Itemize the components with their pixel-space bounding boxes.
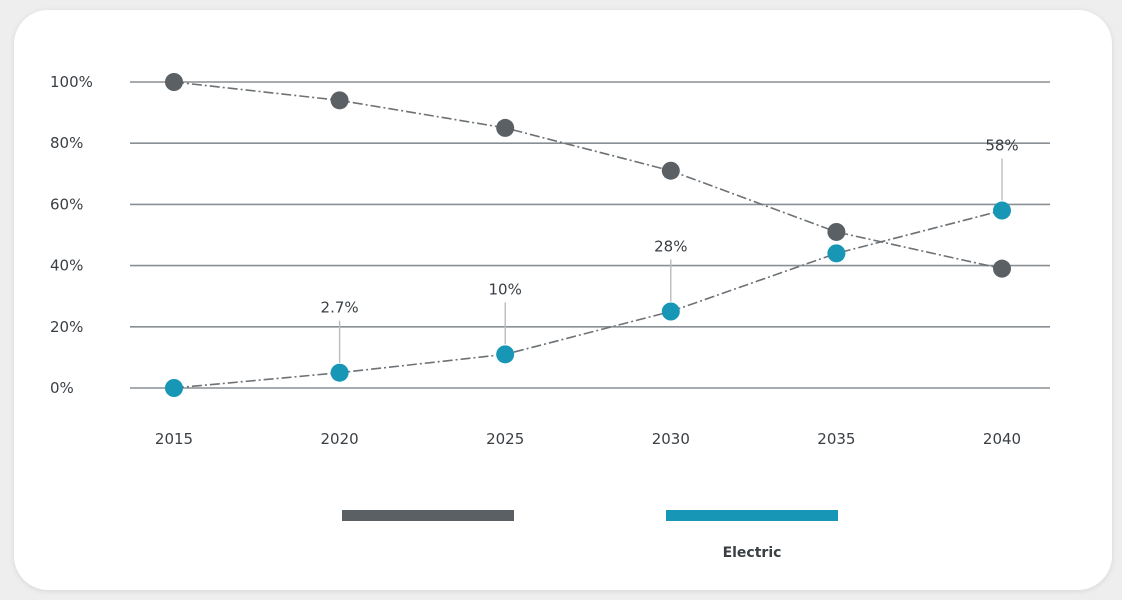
data-labels: 2.7% 10% 28% 58% (321, 137, 1019, 317)
data-label: 10% (489, 280, 522, 298)
legend: Electric (342, 510, 838, 561)
data-label: 28% (654, 238, 687, 256)
legend-label: Electric (723, 545, 782, 561)
series-line (173, 81, 1003, 270)
data-point (993, 201, 1011, 220)
label-leaders (338, 158, 1003, 363)
data-point (827, 222, 846, 241)
data-point (827, 244, 846, 263)
chart-card: 0% 20% 40% 60% 80% 100% 2015 2020 2025 2030 2035 2… (14, 10, 1112, 590)
legend-swatch (666, 510, 838, 521)
x-tick-label: 2025 (486, 430, 524, 448)
y-tick-label: 0% (50, 379, 74, 397)
data-label: 2.7% (321, 299, 359, 317)
y-tick-label: 20% (50, 318, 83, 336)
data-point (165, 379, 183, 397)
data-point (330, 91, 349, 110)
data-point (661, 161, 680, 180)
series-points (165, 73, 1011, 397)
data-point (496, 345, 515, 364)
y-tick-label: 100% (50, 73, 93, 91)
gridlines (130, 81, 1050, 389)
data-label: 58% (985, 137, 1018, 155)
data-point (496, 118, 515, 137)
y-tick-label: 40% (50, 257, 83, 275)
x-tick-label: 2040 (983, 430, 1021, 448)
data-point (993, 259, 1011, 278)
y-tick-label: 60% (50, 195, 83, 213)
data-point (165, 73, 183, 91)
x-axis-ticks: 2015 2020 2025 2030 2035 2040 (155, 430, 1021, 448)
x-tick-label: 2030 (652, 430, 690, 448)
y-axis-ticks: 0% 20% 40% 60% 80% 100% (50, 73, 93, 397)
y-tick-label: 80% (50, 134, 83, 152)
x-tick-label: 2035 (817, 430, 855, 448)
x-tick-label: 2020 (321, 430, 359, 448)
series-line (173, 209, 1003, 389)
x-tick-label: 2015 (155, 430, 193, 448)
legend-swatch (342, 510, 514, 521)
line-chart: 0%20%40%60%80%100% 2015 2020 2025 2030 2035 2… (50, 73, 1050, 561)
data-point (661, 302, 680, 321)
series-lines (173, 81, 1003, 389)
data-point (330, 363, 349, 382)
